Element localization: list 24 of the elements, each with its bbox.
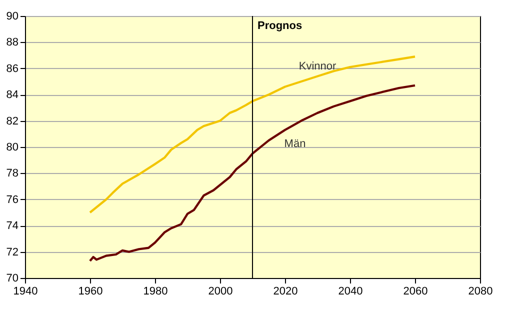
- ref-line-label: Prognos: [258, 20, 302, 32]
- y-tick-label: 76: [6, 194, 18, 206]
- y-tick-label: 70: [6, 272, 18, 284]
- x-tick-label: 2060: [403, 286, 428, 298]
- series-label: Kvinnor: [298, 60, 336, 72]
- x-tick-label: 2080: [468, 286, 493, 298]
- x-tick-label: 2020: [273, 286, 298, 298]
- y-tick-label: 90: [6, 10, 18, 22]
- x-tick-label: 1980: [143, 286, 168, 298]
- line-series: [88, 56, 416, 214]
- y-tick-label: 86: [6, 62, 18, 75]
- y-tick-label: 82: [6, 115, 18, 128]
- x-tick-label: 2040: [338, 286, 363, 298]
- y-tick-label: 80: [6, 142, 18, 154]
- y-tick-label: 74: [6, 220, 18, 232]
- x-tick-label: 1960: [78, 286, 103, 298]
- y-tick-label: 78: [6, 168, 18, 180]
- series-label: Män: [284, 138, 306, 150]
- y-tick-label: 84: [6, 89, 18, 102]
- x-tick-label: 2000: [208, 286, 233, 298]
- y-tick-label: 88: [6, 36, 18, 49]
- line-series: [88, 84, 416, 262]
- y-tick-label: 72: [6, 246, 18, 258]
- x-tick-label: 1940: [13, 286, 38, 298]
